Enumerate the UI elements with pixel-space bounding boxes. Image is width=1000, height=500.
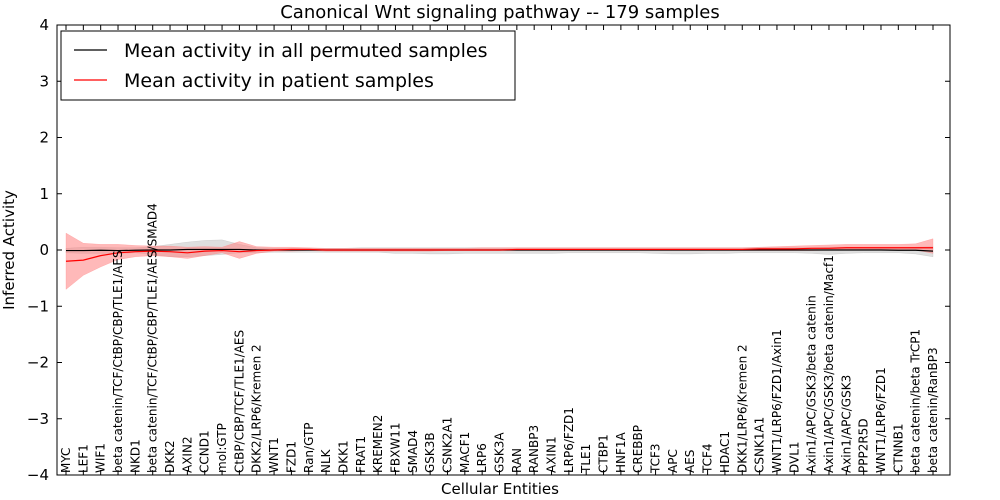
x-axis-ticks: [65, 25, 934, 475]
x-category-label: WNT1: [267, 437, 281, 473]
x-category-label: DKK2/LRP6/Kremen 2: [250, 344, 264, 473]
x-category-label: NKD1: [128, 439, 142, 473]
x-category-label: SMAD4: [406, 430, 420, 473]
x-category-label: FZD1: [284, 441, 298, 473]
x-category-label: HDAC1: [718, 431, 732, 473]
series-band-1: [65, 232, 934, 290]
x-category-label: LEF1: [76, 444, 90, 473]
x-category-label: AES: [683, 450, 697, 473]
x-category-label: GSK3B: [423, 432, 437, 473]
series-line-1: [65, 247, 933, 262]
y-tick-label: −4: [27, 466, 49, 484]
x-category-label: WNT1/LRP6/FZD1: [874, 367, 888, 473]
x-category-label: DVL1: [787, 441, 801, 473]
x-category-label: MACF1: [458, 432, 472, 473]
series-lines: [65, 247, 934, 262]
y-tick-label: 3: [39, 72, 49, 90]
legend-label-permuted: Mean activity in all permuted samples: [124, 40, 487, 62]
x-category-label: RAN: [510, 448, 524, 473]
x-category-label: CCND1: [198, 430, 212, 473]
y-tick-label: −1: [27, 297, 49, 315]
x-category-label: AXIN1: [545, 436, 559, 473]
x-category-label: TLE1: [579, 444, 593, 474]
chart-title: Canonical Wnt signaling pathway -- 179 s…: [280, 2, 720, 23]
x-category-label: FBXW11: [388, 423, 402, 474]
y-axis-title: Inferred Activity: [0, 190, 18, 310]
x-category-label: AXIN2: [180, 436, 194, 473]
x-category-label: CSNK1A1: [753, 417, 767, 473]
x-category-label: KREMEN2: [371, 415, 385, 473]
x-category-label: APC: [666, 449, 680, 473]
x-category-label: CREBBP: [631, 425, 645, 473]
x-category-label: beta catenin/TCF/CtBP/CBP/TLE1/AES/SMAD4: [146, 203, 160, 473]
y-tick-label: 4: [39, 16, 49, 34]
x-category-label: Axin1/APC/GSK3/beta catenin/Macf1: [822, 255, 836, 473]
confidence-bands: [65, 232, 934, 290]
x-category-label: CtBP/CBP/TCF/TLE1/AES: [232, 330, 246, 473]
x-category-label: beta catenin/TCF/CtBP/CBP/TLE1/AES: [111, 250, 125, 473]
x-axis-category-labels: MYC LEF1 WIF1 beta catenin/TCF/CtBP/CBP/TLE…: [59, 203, 940, 474]
x-category-label: Axin1/APC/GSK3/beta catenin: [805, 295, 819, 473]
x-category-label: NLK: [319, 448, 333, 473]
y-tick-label: −2: [27, 354, 49, 372]
x-category-label: Ran/GTP: [302, 422, 316, 473]
x-category-label: RANBP3: [527, 425, 541, 473]
x-category-label: GSK3A: [493, 432, 507, 473]
x-category-label: DKK1/LRP6/Kremen 2: [735, 344, 749, 473]
legend: Mean activity in all permuted samples Me…: [60, 30, 516, 101]
x-category-label: DKK1: [336, 440, 350, 473]
x-category-label: MYC: [59, 448, 73, 473]
legend-label-patient: Mean activity in patient samples: [124, 70, 434, 92]
x-category-label: WNT1/LRP6/FZD1/Axin1: [770, 329, 784, 473]
x-category-label: beta catenin/RanBP3: [926, 347, 940, 473]
y-axis-ticks: −4 −3 −2 −1 0 1 2 3 4: [27, 16, 950, 484]
x-category-label: TCF3: [649, 443, 663, 474]
x-category-label: Axin1/APC/GSK3: [839, 375, 853, 473]
x-category-label: DKK2: [163, 440, 177, 473]
x-category-label: CTNNB1: [891, 423, 905, 473]
x-category-label: CTBP1: [597, 434, 611, 473]
x-category-label: LRP6/FZD1: [562, 407, 576, 473]
y-tick-label: 1: [39, 185, 49, 203]
y-tick-label: 0: [39, 241, 49, 259]
y-tick-label: −3: [27, 410, 49, 428]
x-category-label: PPP2R5D: [857, 418, 871, 473]
x-category-label: TCF4: [701, 443, 715, 474]
x-axis-title: Cellular Entities: [441, 480, 559, 498]
legend-box: [60, 30, 516, 101]
x-category-label: beta catenin/beta TrCP1: [909, 329, 923, 473]
x-category-label: WIF1: [94, 443, 108, 473]
x-category-label: HNF1A: [614, 431, 628, 473]
x-category-label: mol:GTP: [215, 423, 229, 473]
x-category-label: LRP6: [475, 443, 489, 473]
y-tick-label: 2: [39, 129, 49, 147]
x-category-label: CSNK2A1: [440, 417, 454, 473]
x-category-label: FRAT1: [354, 436, 368, 473]
